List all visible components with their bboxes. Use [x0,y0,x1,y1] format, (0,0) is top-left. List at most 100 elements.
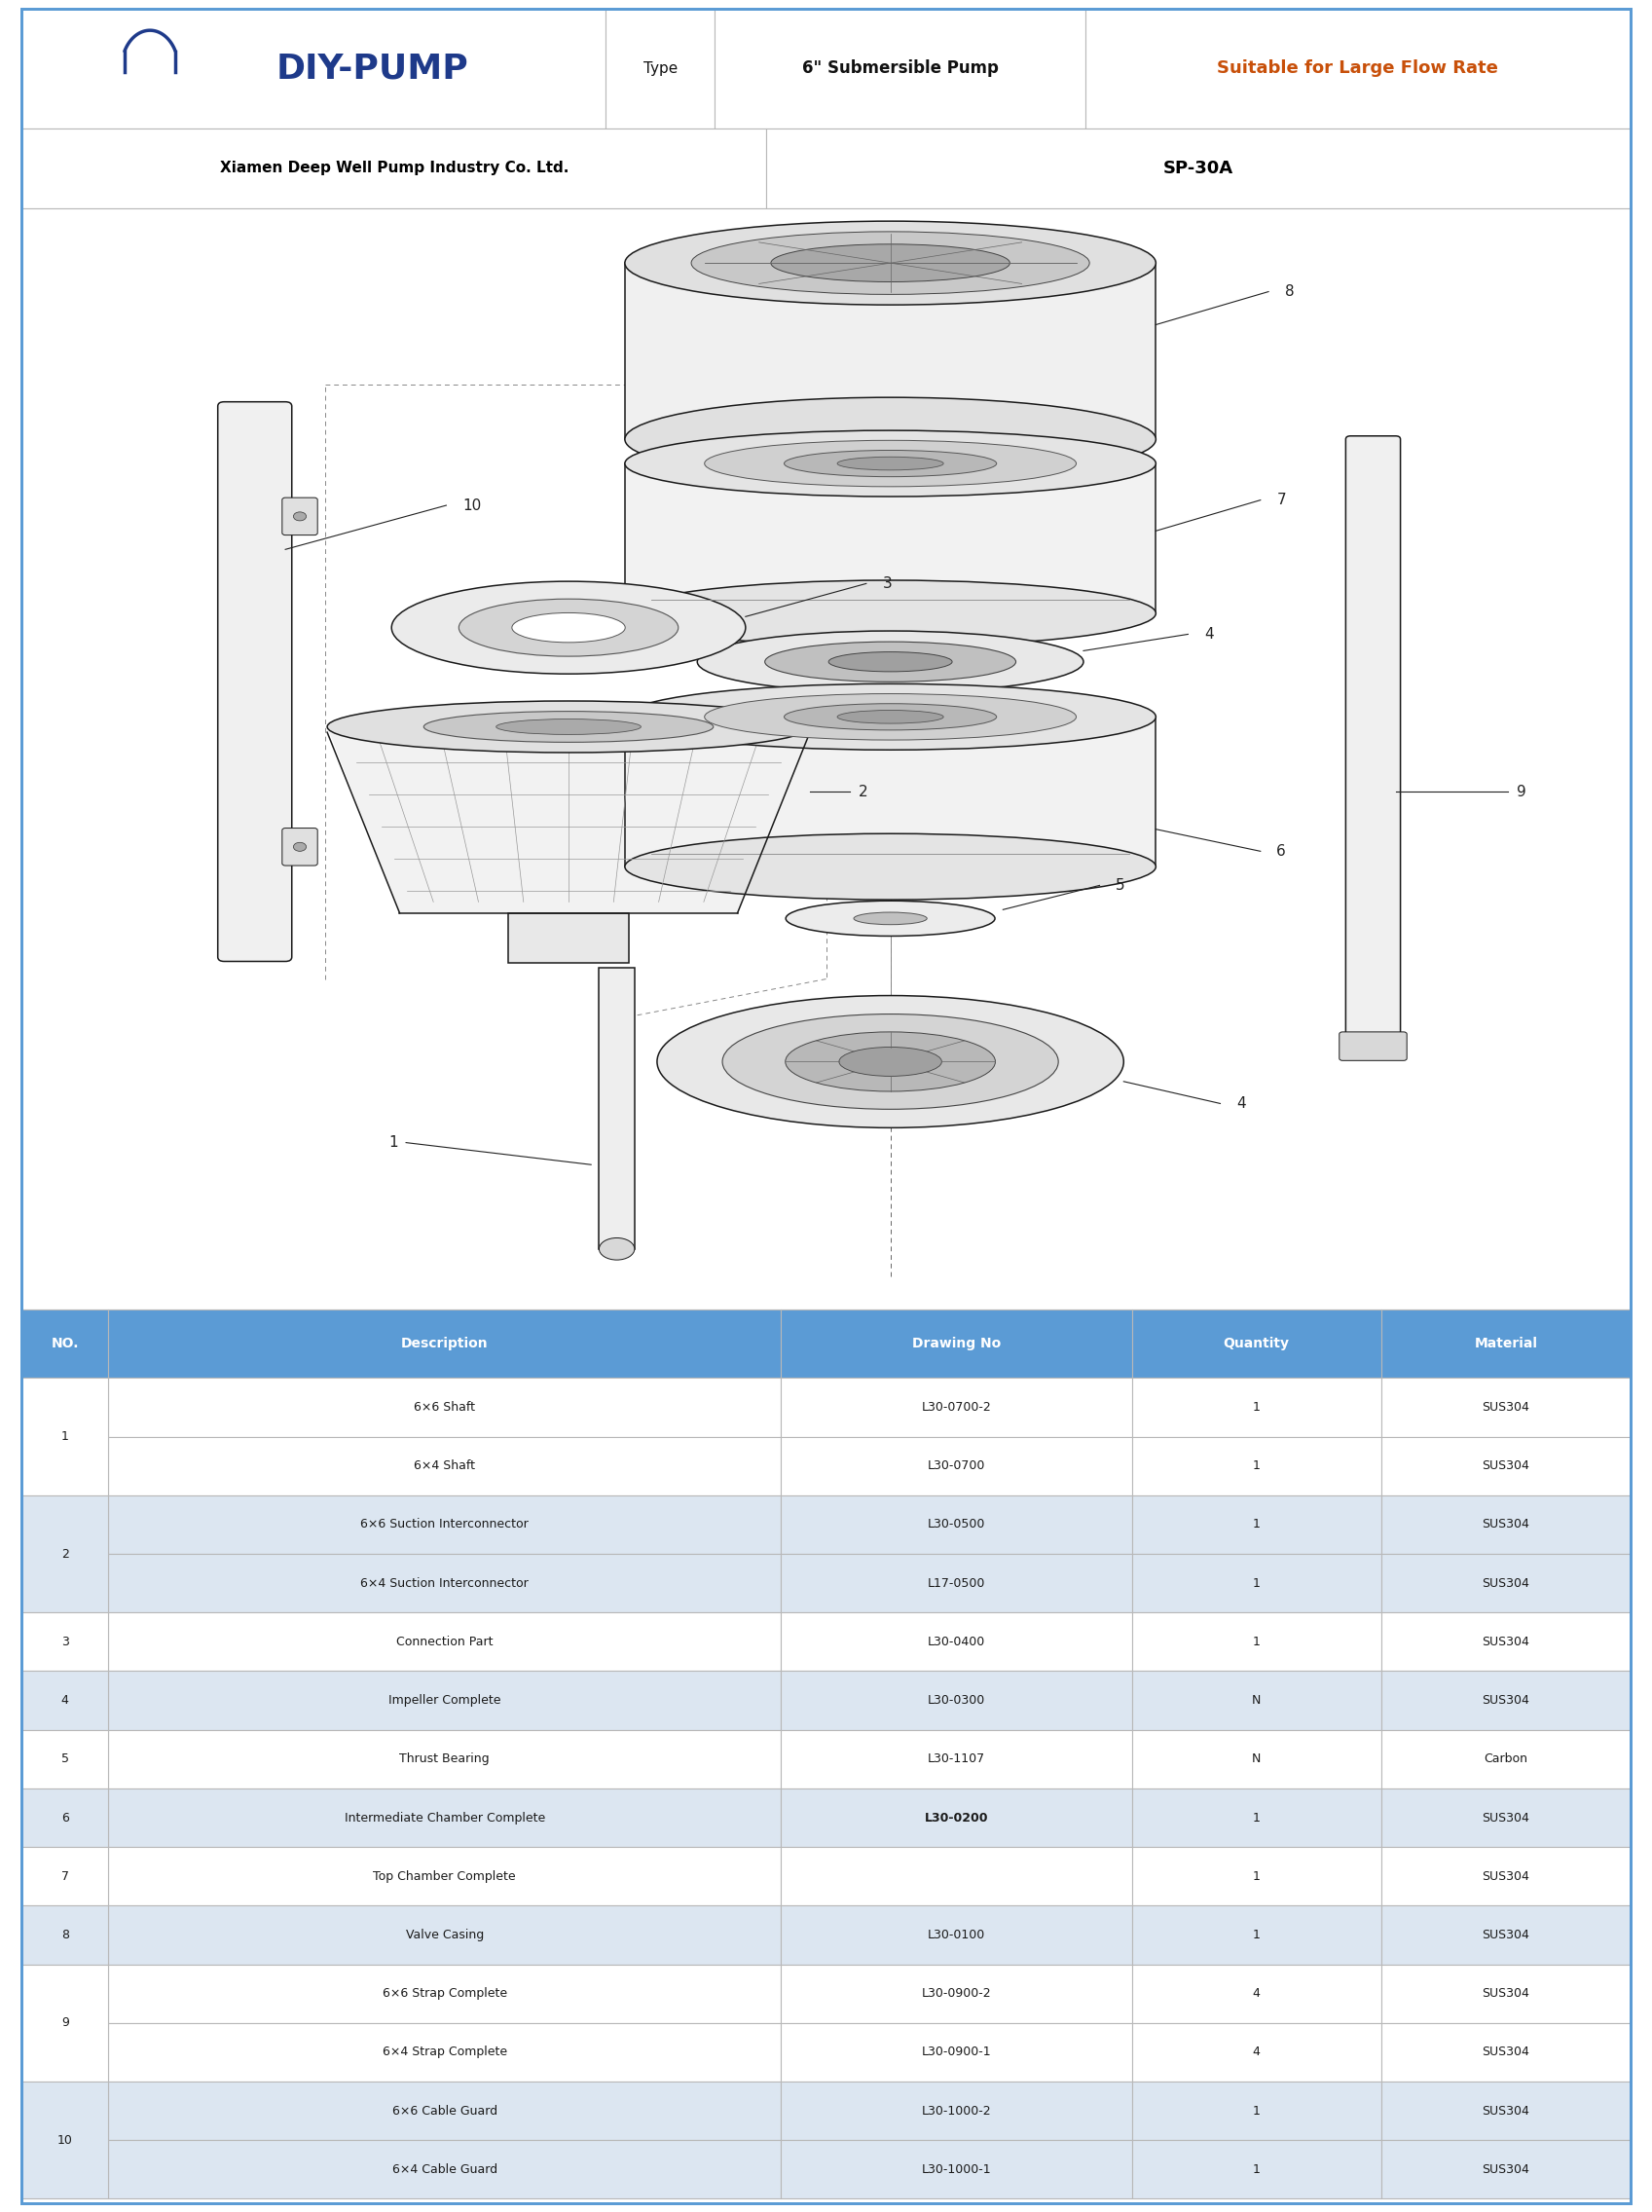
Polygon shape [327,728,809,914]
Text: 2: 2 [61,1548,69,1559]
Text: 9: 9 [1517,785,1526,799]
Bar [1381,1672,1631,1730]
Bar [1132,1790,1381,1847]
Text: L17-0500: L17-0500 [927,1577,985,1590]
Text: 6×6 Strap Complete: 6×6 Strap Complete [382,1986,507,2000]
Text: 4: 4 [1236,1097,1246,1110]
Bar [21,128,767,208]
Ellipse shape [765,641,1016,681]
Bar [1132,1310,1381,1378]
FancyBboxPatch shape [218,403,292,962]
Bar [624,263,1156,440]
Ellipse shape [496,719,641,734]
Bar [781,2081,1132,2141]
Text: L30-0700-2: L30-0700-2 [922,1400,991,1413]
Ellipse shape [704,440,1075,487]
Text: 6×4 Suction Interconnector: 6×4 Suction Interconnector [360,1577,529,1590]
Bar [1381,1378,1631,1438]
Bar [1381,1613,1631,1672]
Bar [1381,2141,1631,2199]
Ellipse shape [785,1033,996,1091]
FancyBboxPatch shape [282,827,317,865]
Ellipse shape [624,431,1156,495]
Text: L30-0900-2: L30-0900-2 [922,1986,991,2000]
Text: Xiamen Deep Well Pump Industry Co. Ltd.: Xiamen Deep Well Pump Industry Co. Ltd. [220,161,568,175]
Text: N: N [1252,1694,1260,1708]
Bar [606,9,715,128]
Ellipse shape [624,221,1156,305]
Bar [109,2024,781,2081]
Bar [1132,1495,1381,1555]
Bar [781,1438,1132,1495]
Text: 6" Submersible Pump: 6" Submersible Pump [801,60,998,77]
Text: 9: 9 [61,2017,69,2028]
Ellipse shape [691,232,1089,294]
Text: SUS304: SUS304 [1482,1577,1530,1590]
Text: 1: 1 [1252,1577,1260,1590]
Ellipse shape [294,843,306,852]
Bar [1132,1907,1381,1964]
Text: SUS304: SUS304 [1482,2104,1530,2117]
Bar [781,1907,1132,1964]
Text: 1: 1 [1252,1460,1260,1473]
Text: Drawing No: Drawing No [912,1336,1001,1352]
Bar [600,969,634,1250]
Text: L30-0900-1: L30-0900-1 [922,2046,991,2059]
Bar [1132,2081,1381,2141]
Text: SUS304: SUS304 [1482,1635,1530,1648]
Bar [21,1847,109,1907]
Text: 6×6 Shaft: 6×6 Shaft [415,1400,476,1413]
Bar [1085,9,1631,128]
Ellipse shape [600,1239,634,1261]
Text: 1: 1 [1252,1869,1260,1882]
Text: 4: 4 [1204,626,1214,641]
Bar [781,1378,1132,1438]
Text: L30-1000-1: L30-1000-1 [922,2163,991,2177]
Bar [509,914,629,962]
Text: SUS304: SUS304 [1482,1929,1530,1942]
Bar [109,1847,781,1907]
Text: SUS304: SUS304 [1482,1517,1530,1531]
Bar [1132,1730,1381,1790]
Text: 5: 5 [1115,878,1125,894]
Ellipse shape [838,458,943,471]
Ellipse shape [624,580,1156,646]
Bar [21,1495,109,1613]
Text: L30-0200: L30-0200 [925,1812,988,1825]
Text: SUS304: SUS304 [1482,1460,1530,1473]
Ellipse shape [425,712,714,743]
Bar [1381,1310,1631,1378]
Bar [1381,1495,1631,1555]
Bar [781,1555,1132,1613]
Bar [1381,1964,1631,2024]
Bar [109,1730,781,1790]
Text: 7: 7 [1277,493,1285,507]
Text: Thrust Bearing: Thrust Bearing [400,1752,489,1765]
Text: SUS304: SUS304 [1482,1812,1530,1825]
Bar [781,2141,1132,2199]
Text: 6×4 Shaft: 6×4 Shaft [415,1460,476,1473]
Text: SUS304: SUS304 [1482,1986,1530,2000]
Bar [781,1672,1132,1730]
Bar [1132,2141,1381,2199]
Bar [715,9,1085,128]
Bar [109,1495,781,1555]
Bar [21,1964,109,2081]
Bar [109,1378,781,1438]
Text: 2: 2 [857,785,867,799]
Text: 1: 1 [1252,1635,1260,1648]
Text: Connection Part: Connection Part [396,1635,492,1648]
Text: 6: 6 [1277,845,1285,858]
Bar [781,1964,1132,2024]
Bar [1132,2024,1381,2081]
Bar [21,1730,109,1790]
Bar [21,9,606,128]
Bar [21,1907,109,1964]
FancyBboxPatch shape [1340,1033,1408,1060]
Bar [1132,1438,1381,1495]
Text: 3: 3 [882,577,892,591]
Ellipse shape [624,398,1156,482]
Text: N: N [1252,1752,1260,1765]
Ellipse shape [771,243,1009,281]
Ellipse shape [722,1013,1059,1108]
